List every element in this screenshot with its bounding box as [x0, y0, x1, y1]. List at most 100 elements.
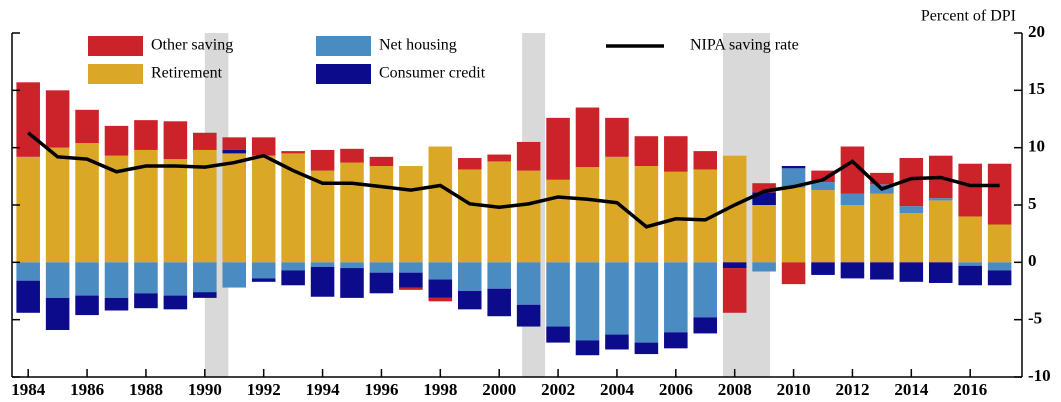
bar-segment [251, 137, 276, 156]
bar-segment [634, 136, 659, 167]
bar-segment [163, 295, 188, 310]
bar-segment [870, 172, 894, 185]
bar-segment [840, 262, 865, 279]
x-tick-label: 2012 [835, 380, 869, 399]
bar-segment [457, 262, 482, 291]
x-tick-label: 2004 [600, 380, 635, 399]
bar-segment [575, 262, 600, 341]
bar-segment [134, 293, 158, 309]
bar-segment [75, 109, 99, 144]
bar-segment [399, 287, 423, 290]
bar-segment [752, 183, 776, 193]
bar-segment [987, 163, 1012, 225]
bar-segment [752, 205, 776, 263]
bar-segment [134, 120, 158, 150]
bar-segment [693, 169, 718, 263]
bar-segment [340, 162, 364, 263]
bar-segment [575, 167, 600, 263]
bar-segment [104, 125, 129, 156]
bar-segment [546, 117, 570, 180]
bar-segment [605, 262, 629, 335]
bar-segment [457, 157, 482, 170]
bar-segment [310, 170, 335, 263]
bar-segment [193, 132, 217, 150]
x-tick-label: 1994 [306, 380, 341, 399]
bar-segment [45, 262, 70, 298]
bar-segment [546, 179, 570, 263]
bar-segment [958, 265, 982, 286]
bar-segment [251, 155, 276, 263]
x-tick-label: 1992 [247, 380, 281, 399]
bar-segment [811, 262, 835, 275]
bar-segment [251, 262, 276, 279]
legend-label: Net housing [379, 37, 457, 54]
bar-segment [693, 262, 718, 318]
bar-segment [958, 163, 982, 217]
bar-segment [222, 137, 247, 150]
bar-segment [281, 270, 305, 286]
bar-segment [781, 262, 806, 285]
bar-segment [428, 146, 453, 263]
bar-segment [340, 148, 364, 163]
bar-segment [16, 82, 40, 157]
bar-segment [281, 151, 305, 154]
bar-segment [369, 272, 394, 294]
bar-segment [104, 262, 129, 298]
bar-segment [75, 295, 99, 316]
saving-rate-line [27, 131, 1000, 229]
bar-segment [428, 262, 453, 280]
x-tick-label: 1996 [364, 380, 398, 399]
bar-segment [722, 155, 747, 263]
legend-label: NIPA saving rate [690, 37, 799, 54]
bar-segment [722, 268, 747, 313]
y-axis-label: Percent of DPI [921, 8, 1016, 25]
bar-segment [928, 262, 953, 283]
bar-segment [340, 262, 364, 269]
bar-segment [987, 270, 1012, 286]
bar-segment [310, 266, 335, 297]
x-tick-label: 2000 [482, 380, 516, 399]
bar-segment [693, 317, 718, 334]
bar-segment [870, 262, 894, 280]
bar-segment [134, 262, 158, 294]
bar-segment [781, 187, 806, 263]
y-tick-label: -10 [1028, 366, 1051, 385]
y-tick-label: -5 [1028, 309, 1042, 328]
bar-segment [193, 149, 217, 263]
y-tick-label: 5 [1028, 194, 1037, 213]
bar-segment [457, 169, 482, 263]
bar-segment [281, 153, 305, 263]
bar-segment [487, 154, 511, 162]
legend-label: Consumer credit [379, 65, 486, 82]
bar-segment [45, 297, 70, 330]
y-tick-label: 20 [1028, 22, 1045, 41]
legend-label: Other saving [151, 37, 233, 54]
bar-segment [811, 190, 835, 263]
bar-segment [811, 182, 835, 191]
bar-segment [428, 297, 453, 302]
bar-segment [487, 161, 511, 263]
bar-segment [399, 166, 423, 263]
bar-segment [16, 262, 40, 281]
x-tick-label: 2006 [659, 380, 693, 399]
bar-segment [899, 157, 924, 207]
bar-segment [399, 262, 423, 273]
bar-segment [575, 340, 600, 356]
legend-swatch [316, 64, 371, 84]
bar-segment [45, 90, 70, 148]
bar-segment [899, 213, 924, 263]
bar-segment [310, 262, 335, 267]
bar-segment [163, 121, 188, 160]
x-tick-label: 2016 [953, 380, 987, 399]
bar-segment [281, 262, 305, 271]
bar-segment [163, 262, 188, 296]
x-tick-label: 2014 [894, 380, 929, 399]
bar-segment [575, 107, 600, 168]
bar-segment [45, 147, 70, 263]
bar-segment [75, 143, 99, 263]
bar-segment [222, 153, 247, 263]
bar-segment [958, 216, 982, 263]
legend-swatch [316, 36, 371, 56]
bar-segment [310, 149, 335, 171]
